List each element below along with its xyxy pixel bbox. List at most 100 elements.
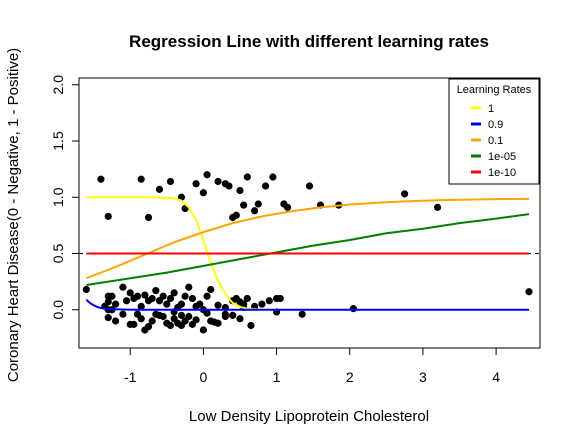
plot-area xyxy=(78,77,541,349)
data-point xyxy=(401,190,409,198)
data-point xyxy=(104,212,112,220)
y-tick-label: 1.0 xyxy=(50,187,66,207)
x-tick-label: -1 xyxy=(124,369,137,385)
points-layer xyxy=(82,171,533,334)
legend-label: 0.1 xyxy=(488,135,503,147)
data-point xyxy=(111,300,120,308)
data-point xyxy=(247,321,255,330)
data-point xyxy=(185,283,193,291)
series-line-1e-05 xyxy=(86,213,530,286)
data-point xyxy=(163,300,171,308)
data-point xyxy=(108,292,116,300)
data-point xyxy=(240,201,248,209)
data-point xyxy=(137,175,145,183)
series-line-0-9 xyxy=(85,298,530,311)
data-point xyxy=(97,175,105,183)
data-point xyxy=(265,297,273,305)
data-point xyxy=(251,207,259,215)
data-point xyxy=(177,311,186,319)
data-point xyxy=(152,287,160,295)
data-point xyxy=(225,182,233,190)
data-point xyxy=(144,323,153,331)
data-point xyxy=(82,285,90,294)
data-point xyxy=(305,182,314,190)
data-point xyxy=(144,213,153,222)
data-point xyxy=(196,300,204,308)
data-point xyxy=(214,177,222,186)
data-point xyxy=(525,288,533,296)
data-point xyxy=(192,316,200,324)
data-point xyxy=(269,173,277,181)
y-tick-label: 2.0 xyxy=(50,75,66,95)
data-point xyxy=(221,312,229,321)
data-point xyxy=(283,203,292,211)
data-point xyxy=(188,294,197,303)
data-point xyxy=(119,310,127,318)
legend-title: Learning Rates xyxy=(457,84,532,96)
data-point xyxy=(119,283,127,291)
data-point xyxy=(192,180,200,188)
data-point xyxy=(229,311,237,319)
legend-entries: 1 0.9 0.1 1e-05 1e-10 xyxy=(471,103,516,179)
data-point xyxy=(232,211,240,219)
data-point xyxy=(254,200,262,208)
data-point xyxy=(349,305,357,313)
data-point xyxy=(181,317,189,325)
data-point xyxy=(133,292,142,300)
data-point xyxy=(104,314,112,322)
data-point xyxy=(243,173,251,181)
x-tick-label: 0 xyxy=(199,369,207,385)
legend-label: 1 xyxy=(488,103,494,115)
data-point xyxy=(203,309,211,317)
data-point xyxy=(137,302,145,310)
data-point xyxy=(148,294,156,303)
data-point xyxy=(199,326,207,334)
y-axis: 0.0 0.5 1.0 1.5 2.0 xyxy=(50,75,80,320)
data-point xyxy=(166,294,175,303)
data-point xyxy=(203,171,211,179)
x-tick-label: 4 xyxy=(492,369,500,385)
lines-layer xyxy=(85,196,530,311)
data-point xyxy=(126,289,134,297)
data-point xyxy=(433,203,442,211)
y-tick-label: 0.0 xyxy=(50,300,66,320)
data-point xyxy=(276,294,284,303)
chart-title: Regression Line with different learning … xyxy=(129,32,489,51)
data-point xyxy=(141,291,149,299)
data-point xyxy=(258,300,266,308)
data-point xyxy=(243,294,251,303)
data-point xyxy=(177,300,186,308)
data-point xyxy=(262,182,270,190)
data-point xyxy=(236,315,244,323)
data-point xyxy=(174,319,182,327)
data-point xyxy=(159,292,167,300)
data-point xyxy=(210,318,218,326)
data-point xyxy=(122,297,131,305)
series-line-0-1 xyxy=(85,197,530,280)
data-point xyxy=(137,315,145,323)
data-point xyxy=(170,289,178,297)
legend-label: 0.9 xyxy=(488,119,503,131)
series-line-1 xyxy=(86,196,277,311)
data-point xyxy=(104,298,112,306)
x-tick-label: 1 xyxy=(273,369,281,385)
data-point xyxy=(166,177,175,186)
data-point xyxy=(166,321,175,330)
legend-box xyxy=(448,78,540,185)
y-axis-title: Coronary Heart Disease(0 - Negative, 1 -… xyxy=(5,48,22,382)
legend: Learning Rates 1 0.9 0.1 1e-05 1e-10 xyxy=(448,78,540,185)
data-point xyxy=(199,189,207,197)
x-tick-label: 2 xyxy=(346,369,354,385)
data-point xyxy=(236,186,244,195)
data-point xyxy=(298,310,306,318)
legend-label: 1e-10 xyxy=(488,167,516,179)
data-point xyxy=(148,317,156,325)
y-tick-label: 1.5 xyxy=(50,131,66,151)
y-tick-label: 0.5 xyxy=(50,244,66,264)
x-axis: -1 0 1 2 3 4 xyxy=(124,347,500,385)
data-point xyxy=(130,320,138,328)
x-tick-label: 3 xyxy=(419,369,427,385)
x-axis-title: Low Density Lipoprotein Cholesterol xyxy=(189,408,429,425)
legend-label: 1e-05 xyxy=(488,151,516,163)
